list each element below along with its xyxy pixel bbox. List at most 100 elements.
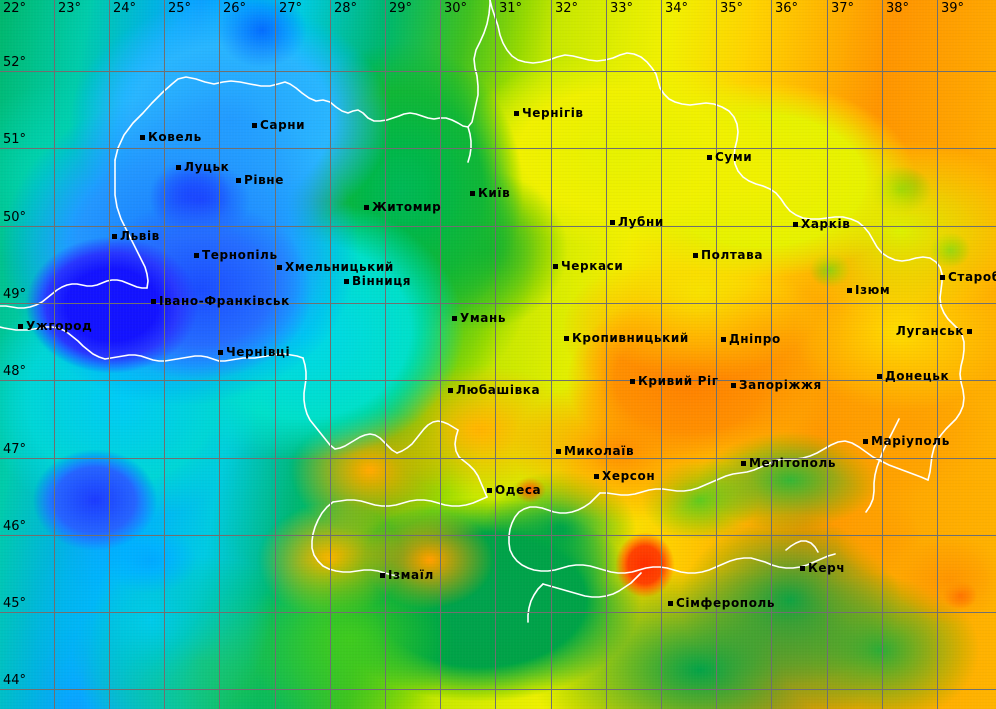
city-marker: Івано-Франківськ bbox=[151, 295, 290, 307]
city-label: Рівне bbox=[244, 173, 284, 187]
city-dot-icon bbox=[452, 315, 457, 321]
longitude-label: 22° bbox=[3, 1, 27, 16]
city-marker: Маріуполь bbox=[863, 435, 950, 447]
city-dot-icon bbox=[277, 264, 282, 270]
city-marker: Любашівка bbox=[448, 384, 540, 396]
longitude-label: 33° bbox=[610, 1, 634, 16]
city-dot-icon bbox=[721, 336, 726, 342]
longitude-label: 29° bbox=[389, 1, 413, 16]
gridline-longitude bbox=[109, 0, 110, 709]
city-label: Київ bbox=[478, 186, 511, 200]
city-marker: Ізюм bbox=[847, 284, 890, 296]
gridline-longitude bbox=[164, 0, 165, 709]
gridline-latitude bbox=[0, 226, 996, 227]
latitude-label: 51° bbox=[3, 132, 27, 147]
city-marker: Ізмаїл bbox=[380, 569, 434, 581]
city-dot-icon bbox=[967, 328, 972, 334]
city-marker: Керч bbox=[800, 562, 845, 574]
gridline-longitude bbox=[606, 0, 607, 709]
city-dot-icon bbox=[553, 263, 558, 269]
city-marker: Херсон bbox=[594, 470, 655, 482]
city-marker: Вінниця bbox=[344, 275, 411, 287]
longitude-label: 30° bbox=[444, 1, 468, 16]
longitude-label: 36° bbox=[775, 1, 799, 16]
city-dot-icon bbox=[940, 274, 945, 280]
city-dot-icon bbox=[364, 204, 369, 210]
gridline-longitude bbox=[330, 0, 331, 709]
city-marker: Старобільськ bbox=[940, 271, 996, 283]
latitude-label: 46° bbox=[3, 519, 27, 534]
gridline-latitude bbox=[0, 689, 996, 690]
gridline-latitude bbox=[0, 535, 996, 536]
city-dot-icon bbox=[731, 382, 736, 388]
city-marker: Київ bbox=[470, 187, 510, 199]
city-marker: Умань bbox=[452, 312, 506, 324]
longitude-label: 39° bbox=[941, 1, 965, 16]
city-marker: Запоріжжя bbox=[731, 379, 822, 391]
latitude-label: 50° bbox=[3, 210, 27, 225]
city-marker: Сімферополь bbox=[668, 597, 775, 609]
city-dot-icon bbox=[863, 438, 868, 444]
city-label: Лубни bbox=[618, 215, 664, 229]
latitude-label: 45° bbox=[3, 596, 27, 611]
city-marker: Луцьк bbox=[176, 161, 229, 173]
city-label: Донецьк bbox=[885, 369, 950, 383]
city-dot-icon bbox=[630, 378, 635, 384]
city-marker: Черкаси bbox=[553, 260, 623, 272]
latitude-label: 49° bbox=[3, 287, 27, 302]
city-dot-icon bbox=[344, 278, 349, 284]
city-label: Полтава bbox=[701, 248, 764, 262]
city-marker: Донецьк bbox=[877, 370, 949, 382]
city-marker: Тернопіль bbox=[194, 249, 278, 261]
gridline-longitude bbox=[827, 0, 828, 709]
city-dot-icon bbox=[218, 349, 223, 355]
city-marker: Сарни bbox=[252, 119, 305, 131]
city-dot-icon bbox=[176, 164, 181, 170]
city-marker: Рівне bbox=[236, 174, 284, 186]
city-label: Миколаїв bbox=[564, 444, 635, 458]
longitude-label: 35° bbox=[720, 1, 744, 16]
city-dot-icon bbox=[470, 190, 475, 196]
gridline-longitude bbox=[551, 0, 552, 709]
city-dot-icon bbox=[112, 233, 117, 239]
gridline-latitude bbox=[0, 612, 996, 613]
city-dot-icon bbox=[380, 572, 385, 578]
city-dot-icon bbox=[693, 252, 698, 258]
city-label: Луганськ bbox=[895, 324, 964, 338]
city-marker: Чернівці bbox=[218, 346, 290, 358]
latitude-label: 52° bbox=[3, 55, 27, 70]
city-label: Маріуполь bbox=[871, 434, 950, 448]
city-marker: Львів bbox=[112, 230, 160, 242]
city-marker: Харків bbox=[793, 218, 850, 230]
city-dot-icon bbox=[668, 600, 673, 606]
city-label: Кропивницький bbox=[572, 331, 689, 345]
city-marker: Чернігів bbox=[514, 107, 584, 119]
city-label: Сімферополь bbox=[676, 596, 776, 610]
gridline-longitude bbox=[275, 0, 276, 709]
city-marker: Ужгород bbox=[18, 320, 92, 332]
latitude-label: 47° bbox=[3, 442, 27, 457]
city-marker: Житомир bbox=[364, 201, 441, 213]
city-label: Тернопіль bbox=[202, 248, 278, 262]
city-label: Чернігів bbox=[522, 106, 584, 120]
city-label: Херсон bbox=[602, 469, 656, 483]
city-label: Мелітополь bbox=[749, 456, 837, 470]
gridline-longitude bbox=[219, 0, 220, 709]
gridline-latitude bbox=[0, 148, 996, 149]
city-label: Ужгород bbox=[26, 319, 93, 333]
city-label: Харків bbox=[801, 217, 851, 231]
city-label: Сарни bbox=[260, 118, 306, 132]
city-marker: Хмельницький bbox=[277, 261, 394, 273]
longitude-label: 25° bbox=[168, 1, 192, 16]
city-label: Дніпро bbox=[729, 332, 781, 346]
city-dot-icon bbox=[151, 298, 156, 304]
city-marker: Ковель bbox=[140, 131, 202, 143]
city-label: Черкаси bbox=[561, 259, 624, 273]
city-label: Одеса bbox=[495, 483, 542, 497]
longitude-label: 28° bbox=[334, 1, 358, 16]
city-dot-icon bbox=[564, 335, 569, 341]
longitude-label: 27° bbox=[279, 1, 303, 16]
city-dot-icon bbox=[194, 252, 199, 258]
